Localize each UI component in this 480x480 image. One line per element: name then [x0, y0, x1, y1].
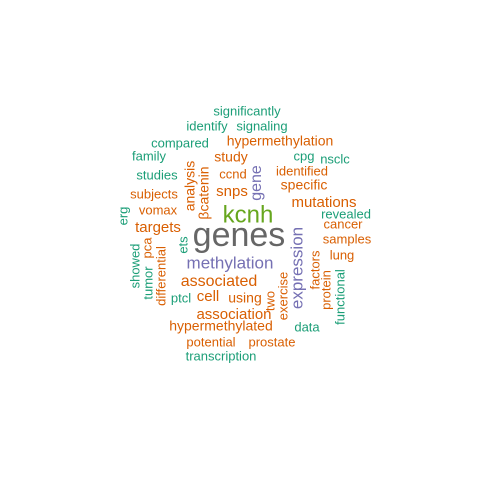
word-differential: differential: [153, 246, 168, 306]
word-studies: studies: [136, 167, 178, 182]
word-genes: genes: [193, 216, 286, 254]
word-transcription: transcription: [186, 348, 257, 363]
word-kcnh: kcnh: [223, 201, 274, 228]
word-lung: lung: [330, 247, 355, 262]
word-showed: showed: [127, 244, 142, 289]
word-association: association: [196, 306, 271, 323]
word-methylation: methylation: [187, 253, 274, 272]
word-cpg: cpg: [294, 148, 315, 163]
word-mutations: mutations: [291, 194, 356, 211]
word-expression: expression: [287, 227, 306, 309]
word-prostate: prostate: [249, 334, 296, 349]
word-revealed: revealed: [321, 206, 371, 221]
word-ets: ets: [175, 236, 190, 254]
word-potential: potential: [186, 334, 235, 349]
word-study: study: [214, 149, 247, 165]
word-targets: targets: [135, 219, 181, 236]
word-cancer: cancer: [323, 216, 363, 231]
word-identify: identify: [186, 118, 228, 133]
word-using: using: [228, 290, 261, 306]
word-samples: samples: [323, 231, 372, 246]
word-hypermethylation: hypermethylation: [227, 133, 334, 149]
word-significantly: significantly: [213, 103, 281, 118]
word-subjects: subjects: [130, 186, 178, 201]
word-cell: cell: [197, 288, 220, 305]
word-erg: erg: [115, 207, 130, 226]
word-compared: compared: [151, 135, 209, 150]
word-data: data: [294, 319, 320, 334]
word-ptcl: ptcl: [171, 290, 191, 305]
word-hypermethylated: hypermethylated: [169, 318, 273, 334]
word-catenin: βcatenin: [196, 166, 212, 219]
word-gene: gene: [248, 165, 265, 201]
word-associated: associated: [181, 273, 258, 290]
word-exercise: exercise: [275, 272, 290, 320]
word-family: family: [132, 148, 166, 163]
word-functional: functional: [332, 269, 347, 325]
word-pca: pca: [139, 237, 154, 259]
word-specific: specific: [281, 177, 328, 193]
word-two: two: [262, 291, 277, 311]
word-identified: identified: [276, 163, 328, 178]
word-analysis: analysis: [182, 161, 198, 212]
word-ccnd: ccnd: [219, 166, 246, 181]
word-tumor: tumor: [140, 266, 155, 300]
word-protein: protein: [318, 270, 333, 310]
word-signaling: signaling: [236, 118, 287, 133]
word-snps: snps: [216, 183, 248, 200]
word-factors: factors: [307, 250, 322, 290]
word-nsclc: nsclc: [320, 151, 350, 166]
word-vomax: vomax: [139, 202, 178, 217]
